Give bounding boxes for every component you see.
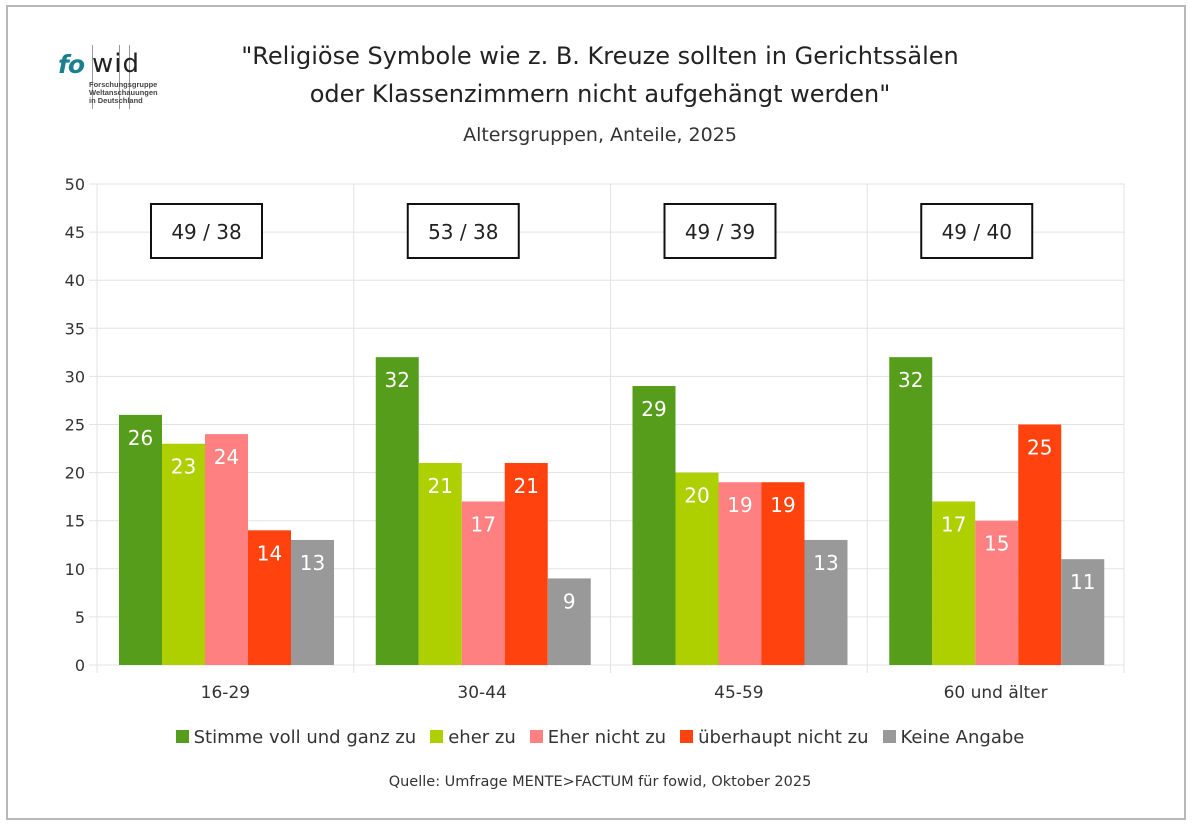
legend-swatch bbox=[882, 730, 896, 743]
bar bbox=[1061, 559, 1105, 665]
annotation-text: 49 / 40 bbox=[942, 220, 1012, 244]
x-tick-label: 45-59 bbox=[714, 683, 763, 703]
x-tick-label: 16-29 bbox=[201, 683, 250, 703]
data-label: 17 bbox=[941, 512, 966, 536]
annotation-text: 49 / 39 bbox=[685, 220, 755, 244]
data-label: 25 bbox=[1027, 436, 1052, 460]
legend-label: Stimme voll und ganz zu bbox=[193, 727, 417, 748]
data-label: 32 bbox=[385, 368, 410, 392]
data-label: 13 bbox=[300, 551, 325, 575]
legend-item: eher zu bbox=[430, 727, 516, 748]
annotation-box bbox=[663, 203, 777, 259]
logo-divider-lines bbox=[92, 45, 136, 109]
bar bbox=[205, 434, 248, 665]
chart-legend: Stimme voll und ganz zu eher zu Eher nicht… bbox=[0, 727, 1200, 748]
y-tick-label: 25 bbox=[65, 416, 85, 435]
legend-label: Keine Angabe bbox=[900, 727, 1025, 748]
x-tick-label: 30-44 bbox=[457, 683, 506, 703]
data-label: 23 bbox=[171, 455, 196, 479]
y-tick-label: 5 bbox=[75, 608, 85, 627]
legend-item: Keine Angabe bbox=[882, 727, 1025, 748]
y-tick-label: 35 bbox=[65, 319, 85, 338]
bar bbox=[675, 472, 719, 665]
annotation-box bbox=[150, 203, 263, 259]
y-tick-label: 30 bbox=[65, 367, 85, 386]
data-label: 20 bbox=[684, 484, 709, 508]
data-label: 17 bbox=[471, 512, 496, 536]
legend-label: Eher nicht zu bbox=[547, 727, 667, 748]
logo-text-fo: fo bbox=[58, 50, 85, 79]
data-label: 21 bbox=[514, 474, 539, 498]
legend-item: überhaupt nicht zu bbox=[680, 727, 869, 748]
y-tick-label: 40 bbox=[65, 271, 85, 290]
annotation-text: 53 / 38 bbox=[428, 220, 498, 244]
data-label: 29 bbox=[641, 397, 666, 421]
data-label: 14 bbox=[257, 541, 282, 565]
legend-swatch bbox=[680, 730, 694, 743]
bar bbox=[1018, 424, 1062, 665]
legend-item: Eher nicht zu bbox=[529, 727, 667, 748]
bar bbox=[718, 482, 762, 665]
y-tick-label: 45 bbox=[65, 223, 85, 242]
legend-swatch bbox=[430, 730, 444, 743]
data-label: 9 bbox=[563, 589, 576, 613]
legend-swatch bbox=[529, 730, 543, 743]
bar bbox=[375, 357, 419, 665]
legend-label: eher zu bbox=[448, 727, 516, 748]
fowid-logo: fo wid Forschungsgruppe Weltanschauungen… bbox=[58, 45, 168, 115]
chart-subtitle: Altersgruppen, Anteile, 2025 bbox=[463, 124, 737, 146]
logo-text-wid: wid bbox=[92, 49, 140, 79]
bar bbox=[248, 530, 291, 665]
legend-swatch bbox=[175, 730, 189, 743]
bar bbox=[418, 462, 462, 665]
data-label: 13 bbox=[813, 551, 838, 575]
bar bbox=[504, 462, 548, 665]
x-tick-label: 60 und älter bbox=[944, 683, 1048, 703]
y-tick-label: 50 bbox=[65, 175, 85, 194]
data-label: 11 bbox=[1070, 570, 1095, 594]
y-tick-label: 0 bbox=[75, 656, 85, 675]
legend-item: Stimme voll und ganz zu bbox=[175, 727, 417, 748]
bar bbox=[804, 539, 848, 665]
data-label: 15 bbox=[984, 532, 1009, 556]
y-tick-label: 20 bbox=[65, 464, 85, 483]
chart-title-line-2: oder Klassenzimmern nicht aufgehängt wer… bbox=[309, 80, 891, 108]
data-label: 32 bbox=[898, 368, 923, 392]
annotation-box bbox=[920, 203, 1034, 259]
data-label: 19 bbox=[727, 493, 752, 517]
data-label: 26 bbox=[128, 426, 153, 450]
bar bbox=[632, 386, 676, 665]
y-tick-label: 15 bbox=[65, 512, 85, 531]
chart-title-line-1: "Religiöse Symbole wie z. B. Kreuze soll… bbox=[241, 42, 959, 70]
bar bbox=[291, 539, 334, 665]
logo-subtitle-line: in Deutschland bbox=[89, 96, 143, 105]
bar bbox=[889, 357, 933, 665]
logo-subtitle-line: Forschungsgruppe bbox=[89, 80, 158, 89]
data-label: 19 bbox=[770, 493, 795, 517]
logo-subtitle: Forschungsgruppe Weltanschauungen in Deu… bbox=[89, 81, 158, 105]
data-label: 21 bbox=[428, 474, 453, 498]
y-tick-label: 10 bbox=[65, 560, 85, 579]
chart-frame bbox=[6, 5, 1186, 820]
legend-label: überhaupt nicht zu bbox=[698, 727, 869, 748]
bar bbox=[119, 414, 162, 665]
bar bbox=[761, 482, 805, 665]
annotation-text: 49 / 38 bbox=[171, 220, 241, 244]
annotation-box bbox=[406, 203, 520, 259]
source-note: Quelle: Umfrage MENTE>FACTUM für fowid, … bbox=[388, 774, 812, 790]
bar bbox=[975, 520, 1019, 665]
bar bbox=[932, 501, 976, 665]
data-label: 24 bbox=[214, 445, 239, 469]
bar bbox=[547, 578, 591, 665]
logo-subtitle-line: Weltanschauungen bbox=[89, 88, 158, 97]
bar bbox=[162, 443, 205, 665]
bar bbox=[461, 501, 505, 665]
